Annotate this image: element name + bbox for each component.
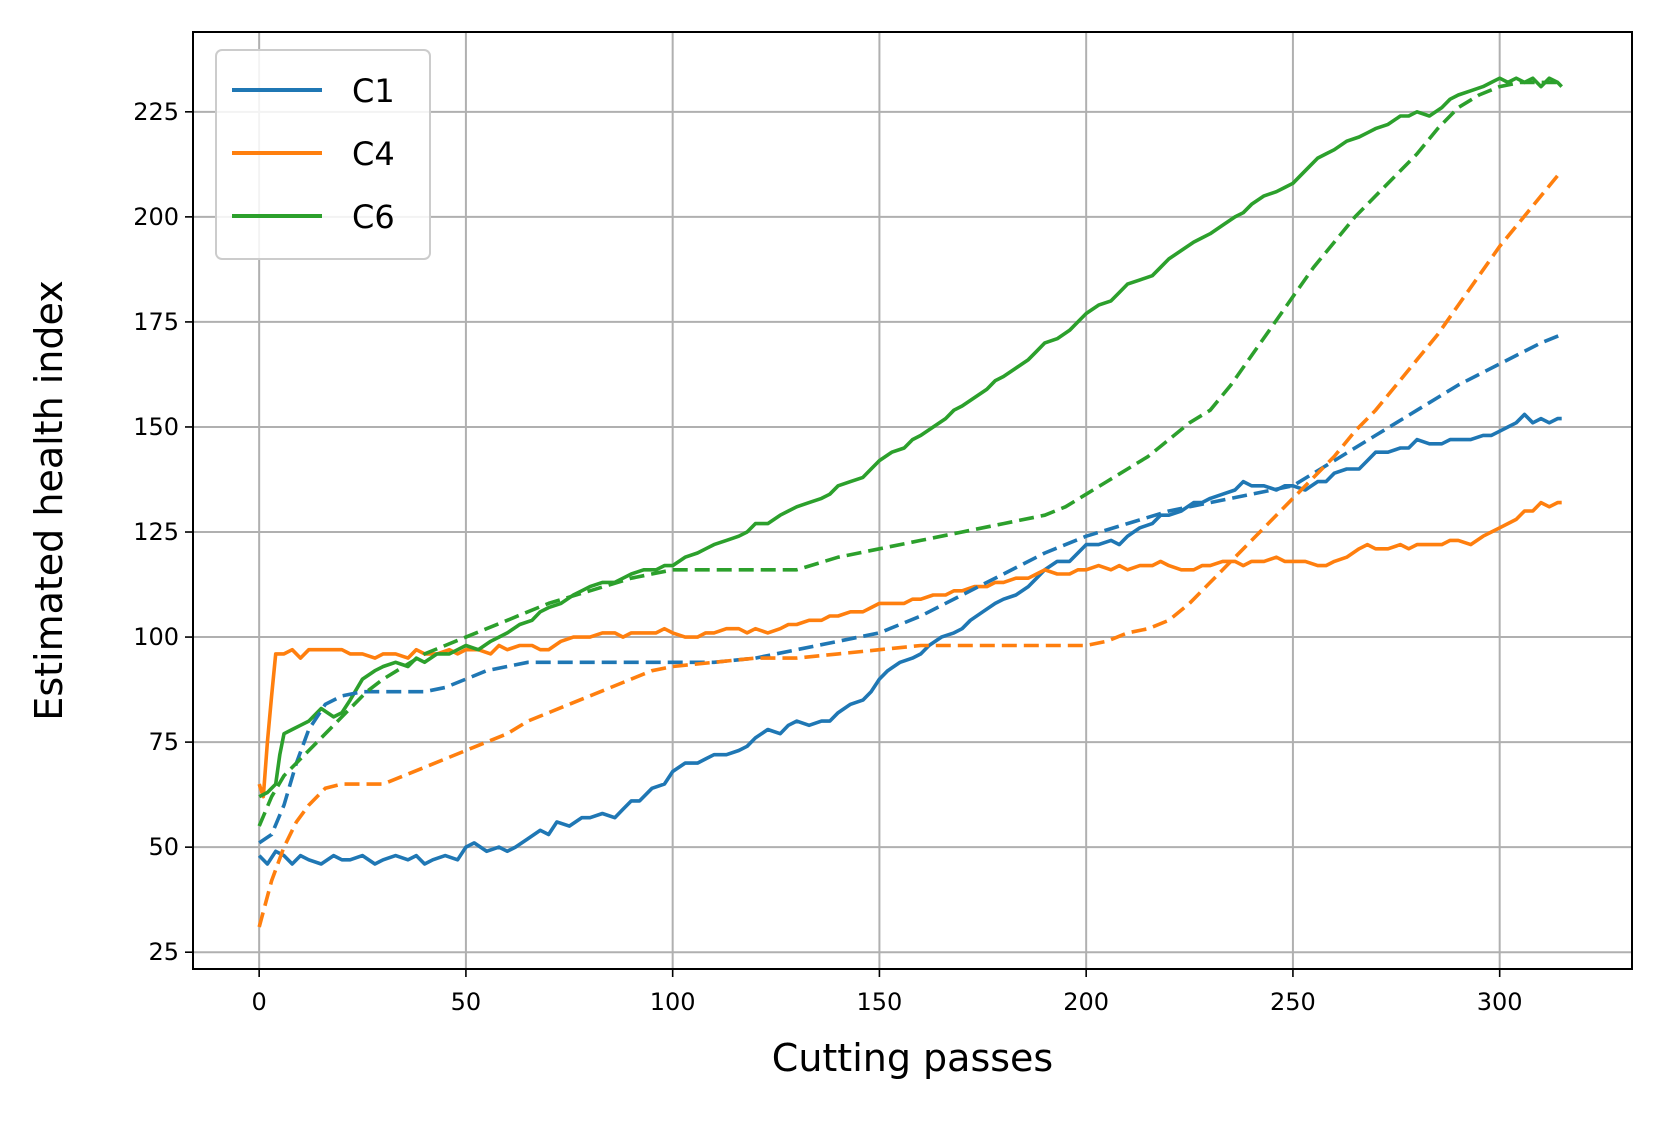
series-c4-line — [257, 500, 1562, 799]
dashed-series-line — [258, 332, 1563, 845]
y-tick-label: 50 — [148, 833, 179, 861]
y-tick-label: 200 — [133, 203, 179, 231]
dashed-series-line — [257, 80, 1562, 827]
x-tick-label: 250 — [1270, 988, 1316, 1016]
legend-label-c6: C6 — [352, 198, 395, 236]
y-tick-label: 175 — [133, 308, 179, 336]
x-tick-label: 300 — [1477, 988, 1523, 1016]
grid-lines — [193, 32, 1632, 969]
plot-frame — [192, 31, 1633, 970]
y-tick-label: 100 — [133, 623, 179, 651]
x-axis-title: Cutting passes — [772, 1036, 1053, 1080]
y-tick-label: 225 — [133, 98, 179, 126]
y-tick-label: 150 — [133, 413, 179, 441]
legend-label-c4: C4 — [352, 135, 395, 173]
series-c6-line — [258, 76, 1563, 799]
x-tick-label: 150 — [857, 988, 903, 1016]
x-tick-label: 100 — [650, 988, 696, 1016]
y-tick-label: 25 — [148, 938, 179, 966]
x-tick-label: 200 — [1063, 988, 1109, 1016]
y-tick-label: 125 — [133, 518, 179, 546]
y-axis-title: Estimated health index — [27, 280, 71, 720]
series-c1-line — [257, 412, 1562, 866]
legend-label-c1: C1 — [352, 72, 395, 110]
x-tick-label: 50 — [451, 988, 482, 1016]
x-tick-label: 0 — [252, 988, 267, 1016]
series-layer — [257, 76, 1564, 928]
y-tick-label: 75 — [148, 728, 179, 756]
legend-box — [215, 49, 431, 260]
axis-ticks: 0 50 100 150 200 250 300 25 50 75 100 125 150 175 200 2… — [133, 98, 1522, 1016]
legend: C1 C4 C6 — [215, 49, 431, 260]
dashed-series-line — [257, 169, 1564, 928]
